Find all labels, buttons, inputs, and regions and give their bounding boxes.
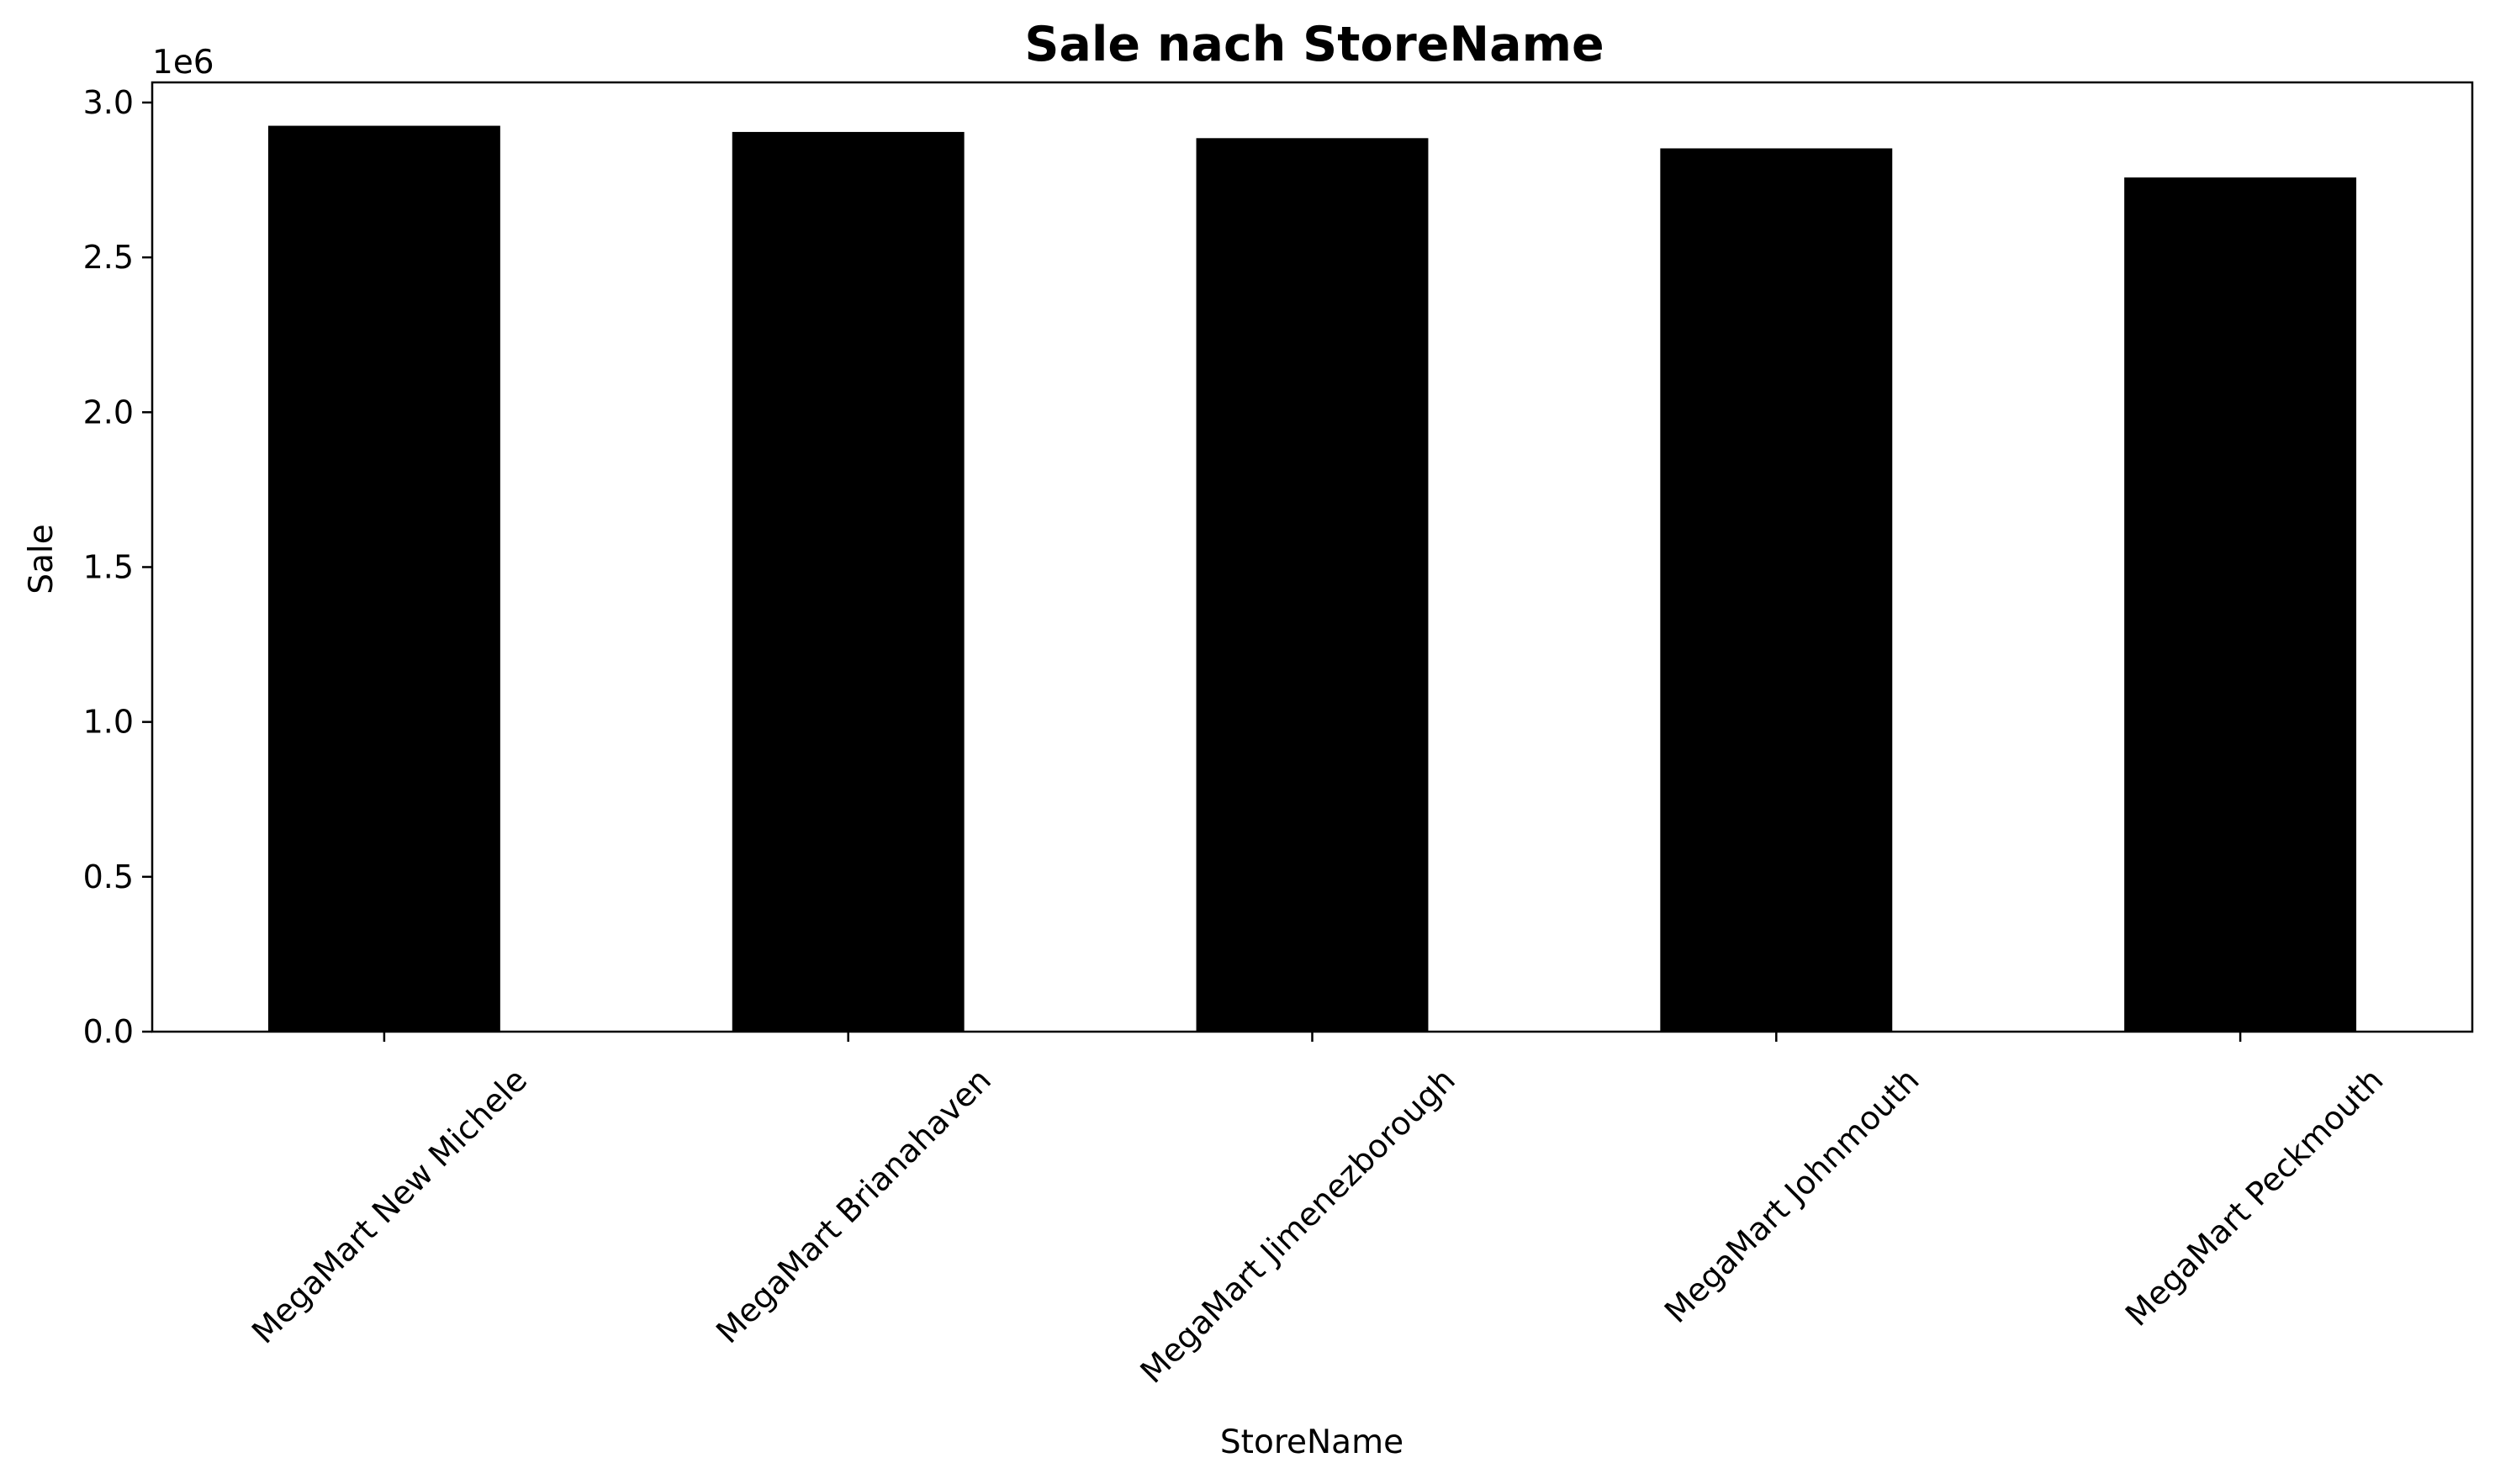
plot-frame (151, 81, 2474, 1033)
bar (1196, 138, 1429, 1032)
bars-group (267, 125, 2357, 1032)
bar (1660, 148, 1893, 1032)
y-tick-label: 0.0 (83, 1013, 134, 1050)
y-tick-label: 3.0 (83, 84, 134, 121)
bar (267, 125, 500, 1032)
bar (732, 131, 965, 1032)
bar (2124, 177, 2357, 1032)
y-axis-ticks: 0.0 0.5 1.0 1.5 2.0 2.5 3.0 (83, 84, 152, 1050)
y-offset-text: 1e6 (152, 44, 214, 82)
y-tick-label: 2.0 (83, 393, 134, 430)
y-tick-label: 1.5 (83, 548, 134, 585)
y-tick-label: 2.5 (83, 239, 134, 276)
y-tick-label: 1.0 (83, 704, 134, 741)
y-tick-label: 0.5 (83, 858, 134, 895)
x-axis-label: StoreName (1220, 1423, 1403, 1461)
y-axis-label: Sale (23, 524, 61, 594)
chart-title: Sale nach StoreName (1024, 17, 1604, 72)
